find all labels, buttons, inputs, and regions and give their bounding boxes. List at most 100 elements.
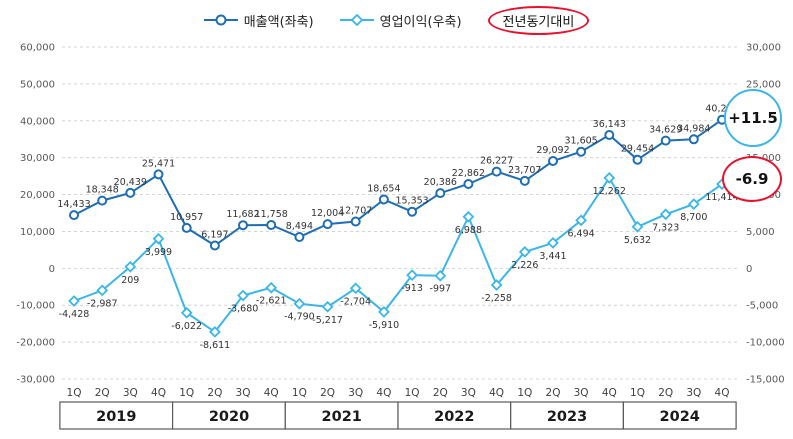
svg-text:26,227: 26,227 <box>480 156 513 167</box>
legend-item-profit: 영업이익(우축) <box>339 11 462 30</box>
svg-text:3,441: 3,441 <box>539 251 566 262</box>
svg-text:3Q: 3Q <box>348 387 363 399</box>
revenue-line-circle-icon <box>203 14 238 26</box>
axis-tick-labels: 60,000 30,000 50,000 25,000 40,000 20,000 30,0… <box>16 43 784 386</box>
svg-text:31,605: 31,605 <box>564 136 597 147</box>
svg-text:3,999: 3,999 <box>145 247 172 258</box>
svg-text:2022: 2022 <box>434 409 474 425</box>
svg-text:-2,987: -2,987 <box>87 298 118 309</box>
svg-text:25,000: 25,000 <box>746 79 781 90</box>
profit-yoy-badge: -6.9 <box>722 156 782 202</box>
svg-text:4Q: 4Q <box>376 387 391 399</box>
svg-text:34,629: 34,629 <box>649 125 682 136</box>
svg-text:18,348: 18,348 <box>86 185 119 196</box>
svg-text:4Q: 4Q <box>264 387 279 399</box>
svg-text:2Q: 2Q <box>546 387 561 399</box>
svg-text:6,494: 6,494 <box>567 228 594 239</box>
legend-item-revenue: 매출액(좌축) <box>203 11 314 30</box>
svg-text:20,439: 20,439 <box>114 177 147 188</box>
svg-text:18,654: 18,654 <box>367 184 400 195</box>
svg-text:2Q: 2Q <box>207 387 222 399</box>
legend-label-revenue: 매출액(좌축) <box>243 14 314 30</box>
svg-text:-2,704: -2,704 <box>340 296 371 307</box>
svg-text:10,957: 10,957 <box>170 212 203 223</box>
svg-text:22,862: 22,862 <box>452 168 485 179</box>
svg-text:40,284: 40,284 <box>705 104 738 115</box>
svg-text:-20,000: -20,000 <box>16 338 55 349</box>
svg-text:-997: -997 <box>430 284 452 295</box>
svg-text:3Q: 3Q <box>574 387 589 399</box>
svg-text:6,197: 6,197 <box>201 230 228 241</box>
svg-text:12,262: 12,262 <box>593 186 626 197</box>
svg-text:2Q: 2Q <box>95 387 110 399</box>
svg-text:2024: 2024 <box>660 409 700 425</box>
svg-text:2Q: 2Q <box>658 387 673 399</box>
svg-text:15,353: 15,353 <box>395 196 428 207</box>
svg-text:2023: 2023 <box>547 409 587 425</box>
svg-text:2Q: 2Q <box>320 387 335 399</box>
svg-text:-5,217: -5,217 <box>312 315 343 326</box>
svg-text:2Q: 2Q <box>433 387 448 399</box>
svg-text:2,226: 2,226 <box>511 260 538 271</box>
svg-text:-5,000: -5,000 <box>746 301 778 312</box>
svg-text:25,471: 25,471 <box>142 158 175 169</box>
profit-line-diamond-icon <box>339 14 374 26</box>
svg-text:29,454: 29,454 <box>621 144 654 155</box>
svg-text:1Q: 1Q <box>517 387 532 399</box>
svg-text:11,758: 11,758 <box>255 209 288 220</box>
svg-text:60,000: 60,000 <box>20 43 55 54</box>
svg-text:4Q: 4Q <box>151 387 166 399</box>
svg-text:3Q: 3Q <box>123 387 138 399</box>
svg-text:1Q: 1Q <box>630 387 645 399</box>
legend-item-yoy: 전년동기대비 <box>487 5 590 35</box>
svg-text:2020: 2020 <box>209 409 249 425</box>
legend-label-yoy: 전년동기대비 <box>487 5 590 35</box>
svg-text:-4,790: -4,790 <box>284 312 315 323</box>
svg-text:5,632: 5,632 <box>624 235 651 246</box>
svg-text:23,707: 23,707 <box>508 165 541 176</box>
svg-text:-3,680: -3,680 <box>228 304 259 315</box>
legend-label-profit: 영업이익(우축) <box>379 14 462 30</box>
svg-text:40,000: 40,000 <box>20 116 55 127</box>
svg-text:7,323: 7,323 <box>652 222 679 233</box>
svg-text:20,000: 20,000 <box>20 190 55 201</box>
svg-text:1Q: 1Q <box>405 387 420 399</box>
svg-text:4Q: 4Q <box>602 387 617 399</box>
svg-text:-10,000: -10,000 <box>16 301 55 312</box>
chart-legend: 매출액(좌축) 영업이익(우축) 전년동기대비 <box>0 5 793 35</box>
svg-text:12,004: 12,004 <box>311 208 344 219</box>
svg-text:29,092: 29,092 <box>536 145 569 156</box>
svg-text:-10,000: -10,000 <box>746 338 785 349</box>
series-profit: -4,428-2,987 209 3,999 -6,022 -8,611 -3,680 -2… <box>59 172 739 351</box>
svg-text:-15,000: -15,000 <box>746 375 785 386</box>
svg-text:14,433: 14,433 <box>57 199 90 210</box>
svg-text:-8,611: -8,611 <box>200 340 231 351</box>
svg-text:4Q: 4Q <box>715 387 730 399</box>
svg-text:36,143: 36,143 <box>593 119 626 130</box>
svg-text:3Q: 3Q <box>686 387 701 399</box>
svg-text:5,000: 5,000 <box>746 227 775 238</box>
svg-text:209: 209 <box>121 275 139 286</box>
svg-text:4Q: 4Q <box>489 387 504 399</box>
svg-text:2021: 2021 <box>322 409 362 425</box>
svg-text:-4,428: -4,428 <box>59 309 90 320</box>
svg-text:1Q: 1Q <box>67 387 82 399</box>
svg-text:30,000: 30,000 <box>746 43 781 54</box>
x-axis: 1Q 2Q 3Q 4Q 2019 1Q 2Q 3Q 4Q 2020 1Q 2Q 3Q 4Q 2021 1Q 2Q… <box>59 387 737 430</box>
svg-text:1Q: 1Q <box>292 387 307 399</box>
svg-text:-30,000: -30,000 <box>16 375 55 386</box>
svg-text:3Q: 3Q <box>461 387 476 399</box>
svg-text:2019: 2019 <box>96 409 136 425</box>
svg-text:12,707: 12,707 <box>339 206 372 217</box>
svg-text:50,000: 50,000 <box>20 79 55 90</box>
svg-text:10,000: 10,000 <box>20 227 55 238</box>
svg-text:1Q: 1Q <box>179 387 194 399</box>
svg-text:-6,022: -6,022 <box>171 321 202 332</box>
svg-text:-5,910: -5,910 <box>369 320 400 331</box>
svg-text:3Q: 3Q <box>236 387 251 399</box>
svg-text:8,494: 8,494 <box>286 221 313 232</box>
svg-text:20,386: 20,386 <box>424 177 457 188</box>
svg-text:8,700: 8,700 <box>680 212 707 223</box>
